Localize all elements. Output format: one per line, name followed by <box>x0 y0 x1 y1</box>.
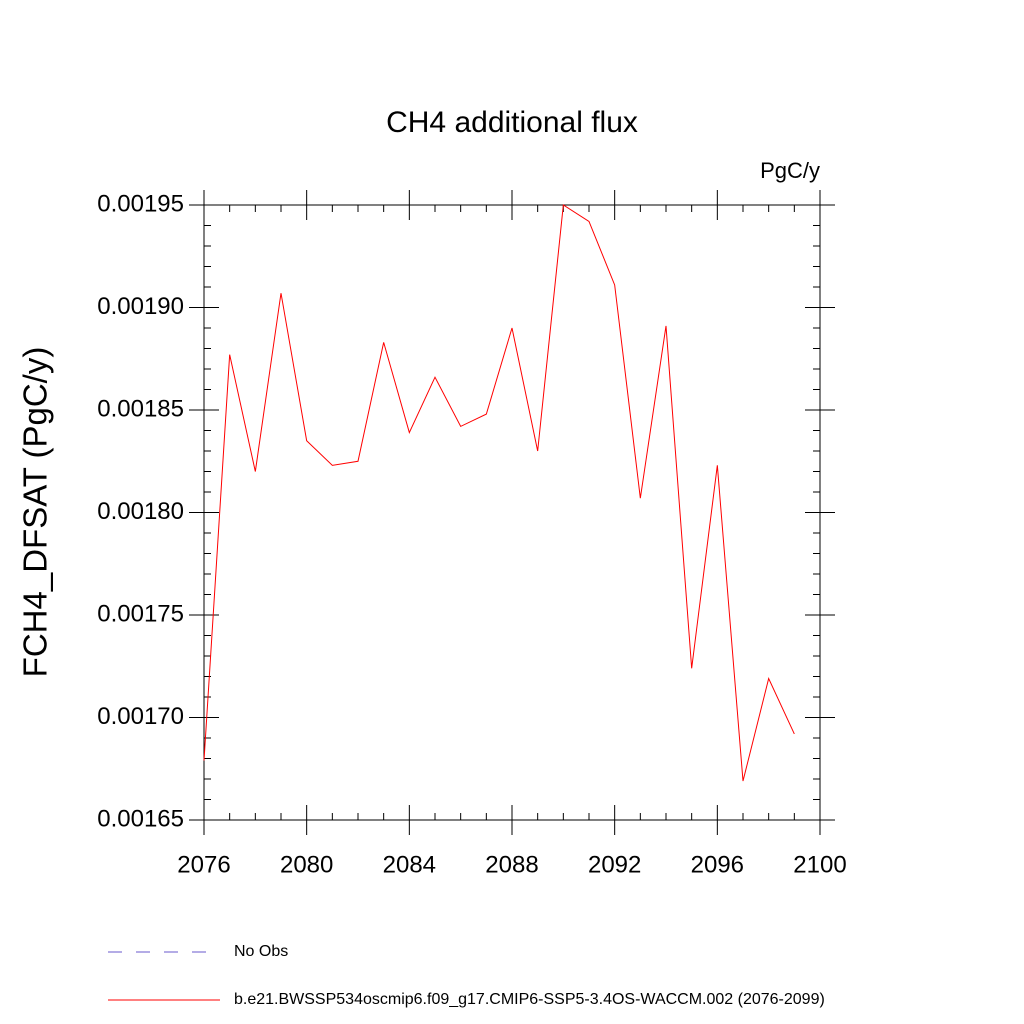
x-tick-label: 2100 <box>793 851 846 878</box>
y-axis-label: FCH4_DFSAT (PgC/y) <box>17 347 54 678</box>
units-label: PgC/y <box>760 158 820 183</box>
legend-label: b.e21.BWSSP534oscmip6.f09_g17.CMIP6-SSP5… <box>234 991 825 1008</box>
y-tick-label: 0.00180 <box>97 498 184 525</box>
y-tick-label: 0.00175 <box>97 600 184 627</box>
x-tick-label: 2096 <box>691 851 744 878</box>
y-tick-label: 0.00185 <box>97 395 184 422</box>
y-tick-label: 0.00170 <box>97 703 184 730</box>
data-line <box>203 204 795 782</box>
x-tick-label: 2084 <box>383 851 436 878</box>
x-tick-label: 2088 <box>485 851 538 878</box>
plot-frame <box>203 204 821 821</box>
legend-label: No Obs <box>234 943 288 960</box>
chart-title: CH4 additional flux <box>386 106 638 139</box>
y-tick-label: 0.00190 <box>97 293 184 320</box>
y-tick-label: 0.00165 <box>97 805 184 832</box>
x-tick-label: 2092 <box>588 851 641 878</box>
y-tick-label: 0.00195 <box>97 190 184 217</box>
x-tick-label: 2080 <box>280 851 333 878</box>
x-tick-label: 2076 <box>177 851 230 878</box>
